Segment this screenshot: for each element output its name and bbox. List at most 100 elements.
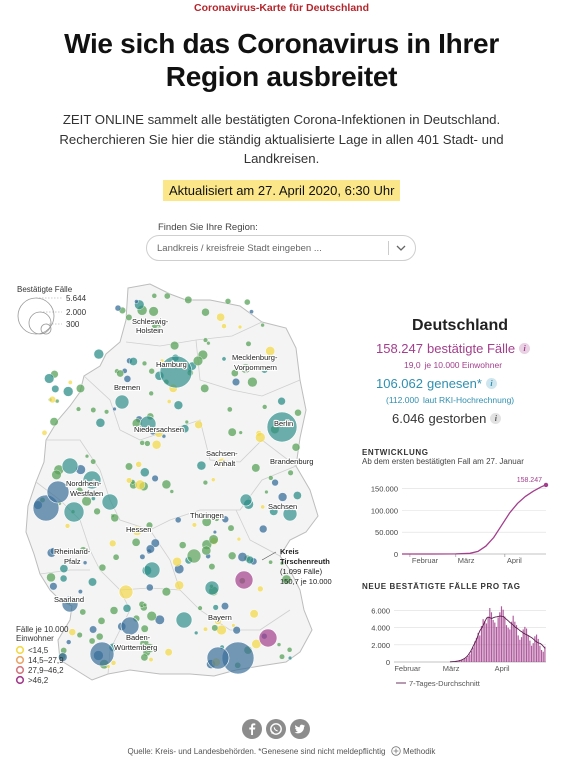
district-bubble[interactable] <box>148 657 154 662</box>
district-bubble[interactable] <box>79 546 88 555</box>
germany-map[interactable]: Bestätigte Fälle 5.644 2.000 300 Schlesw… <box>0 270 352 715</box>
district-bubble[interactable] <box>234 570 254 590</box>
district-bubble[interactable] <box>46 480 70 504</box>
district-bubble[interactable] <box>276 642 282 647</box>
district-bubble[interactable] <box>194 630 199 635</box>
district-bubble[interactable] <box>221 515 229 523</box>
district-bubble[interactable] <box>257 585 264 593</box>
district-bubble[interactable] <box>282 506 298 522</box>
district-bubble[interactable] <box>46 572 56 583</box>
district-bubble[interactable] <box>70 550 75 555</box>
district-bubble[interactable] <box>61 595 79 613</box>
district-bubble[interactable] <box>146 583 154 592</box>
district-bubble[interactable] <box>216 312 225 322</box>
district-bubble[interactable] <box>232 626 241 635</box>
district-bubble[interactable] <box>264 489 269 495</box>
district-bubble[interactable] <box>294 408 302 417</box>
district-bubble[interactable] <box>126 477 133 484</box>
district-bubble[interactable] <box>236 536 242 542</box>
district-bubble[interactable] <box>134 299 139 304</box>
district-bubble[interactable] <box>239 493 253 507</box>
district-bubble[interactable] <box>110 660 117 666</box>
district-bubble[interactable] <box>95 632 104 641</box>
district-bubble[interactable] <box>151 474 159 482</box>
district-bubble[interactable] <box>211 624 219 632</box>
district-bubble[interactable] <box>76 384 85 393</box>
district-bubble[interactable] <box>131 537 141 547</box>
district-bubble[interactable] <box>140 624 149 633</box>
district-bubble[interactable] <box>63 501 85 523</box>
district-bubble[interactable] <box>41 429 48 436</box>
district-bubble[interactable] <box>159 355 193 389</box>
district-bubble[interactable] <box>175 611 193 629</box>
district-bubble[interactable] <box>279 561 285 566</box>
district-bubble[interactable] <box>58 652 68 662</box>
district-bubble[interactable] <box>204 580 220 596</box>
district-bubble[interactable] <box>49 582 58 591</box>
district-bubble[interactable] <box>61 457 79 475</box>
district-bubble[interactable] <box>194 420 203 429</box>
district-bubble[interactable] <box>186 548 202 564</box>
district-bubble[interactable] <box>82 560 88 565</box>
district-bubble[interactable] <box>59 564 69 573</box>
district-bubble[interactable] <box>286 647 293 653</box>
district-bubble[interactable] <box>247 376 258 388</box>
district-bubble[interactable] <box>154 614 165 625</box>
district-bubble[interactable] <box>135 461 142 468</box>
district-bubble[interactable] <box>79 608 87 616</box>
district-bubble[interactable] <box>221 602 229 610</box>
district-bubble[interactable] <box>93 507 101 516</box>
district-bubble[interactable] <box>129 357 138 366</box>
district-bubble[interactable] <box>201 545 212 556</box>
district-bubble[interactable] <box>266 411 298 443</box>
district-bubble[interactable] <box>64 523 71 529</box>
district-bubble[interactable] <box>163 292 171 300</box>
district-bubble[interactable] <box>226 406 233 413</box>
district-bubble[interactable] <box>151 439 162 450</box>
district-bubble[interactable] <box>98 563 107 572</box>
district-bubble[interactable] <box>101 493 119 511</box>
district-bubble[interactable] <box>251 463 261 473</box>
district-bubble[interactable] <box>90 458 97 465</box>
district-bubble[interactable] <box>208 534 219 545</box>
district-bubble[interactable] <box>173 400 184 410</box>
district-bubble[interactable] <box>174 516 182 524</box>
district-bubble[interactable] <box>212 604 219 611</box>
district-bubble[interactable] <box>118 584 134 600</box>
district-bubble[interactable] <box>91 496 96 501</box>
district-bubble[interactable] <box>212 530 217 535</box>
district-bubble[interactable] <box>145 544 155 554</box>
district-bubble[interactable] <box>244 298 251 306</box>
tirschenreuth-callout[interactable]: Kreis Tirschenreuth (1.099 Fälle) 150,7 … <box>261 547 332 586</box>
district-bubble[interactable] <box>148 306 159 317</box>
district-bubble[interactable] <box>277 397 286 406</box>
district-bubble[interactable] <box>238 430 243 435</box>
district-bubble[interactable] <box>240 363 251 374</box>
district-bubble[interactable] <box>116 369 124 378</box>
district-bubble[interactable] <box>140 653 149 662</box>
district-bubble[interactable] <box>95 418 106 428</box>
district-bubble[interactable] <box>110 513 120 523</box>
district-bubble[interactable] <box>59 574 68 583</box>
district-bubble[interactable] <box>172 557 182 567</box>
district-bubble[interactable] <box>224 298 232 305</box>
district-bubble[interactable] <box>88 577 97 587</box>
district-bubble[interactable] <box>201 516 212 527</box>
district-bubble[interactable] <box>180 424 190 433</box>
district-bubble[interactable] <box>245 340 252 347</box>
region-search[interactable] <box>146 235 416 261</box>
district-bubble[interactable] <box>164 648 173 657</box>
district-bubble[interactable] <box>150 538 160 548</box>
district-bubble[interactable] <box>48 396 56 404</box>
district-bubble[interactable] <box>228 551 237 560</box>
district-bubble[interactable] <box>151 293 158 299</box>
district-bubble[interactable] <box>78 589 83 594</box>
district-bubble[interactable] <box>178 541 187 549</box>
district-bubble[interactable] <box>291 442 301 452</box>
district-bubble[interactable] <box>200 384 210 393</box>
district-bubble[interactable] <box>122 604 132 613</box>
district-bubble[interactable] <box>279 653 285 660</box>
district-bubble[interactable] <box>216 624 227 636</box>
plus-circle-icon[interactable] <box>391 746 401 758</box>
district-bubble[interactable] <box>293 491 302 500</box>
